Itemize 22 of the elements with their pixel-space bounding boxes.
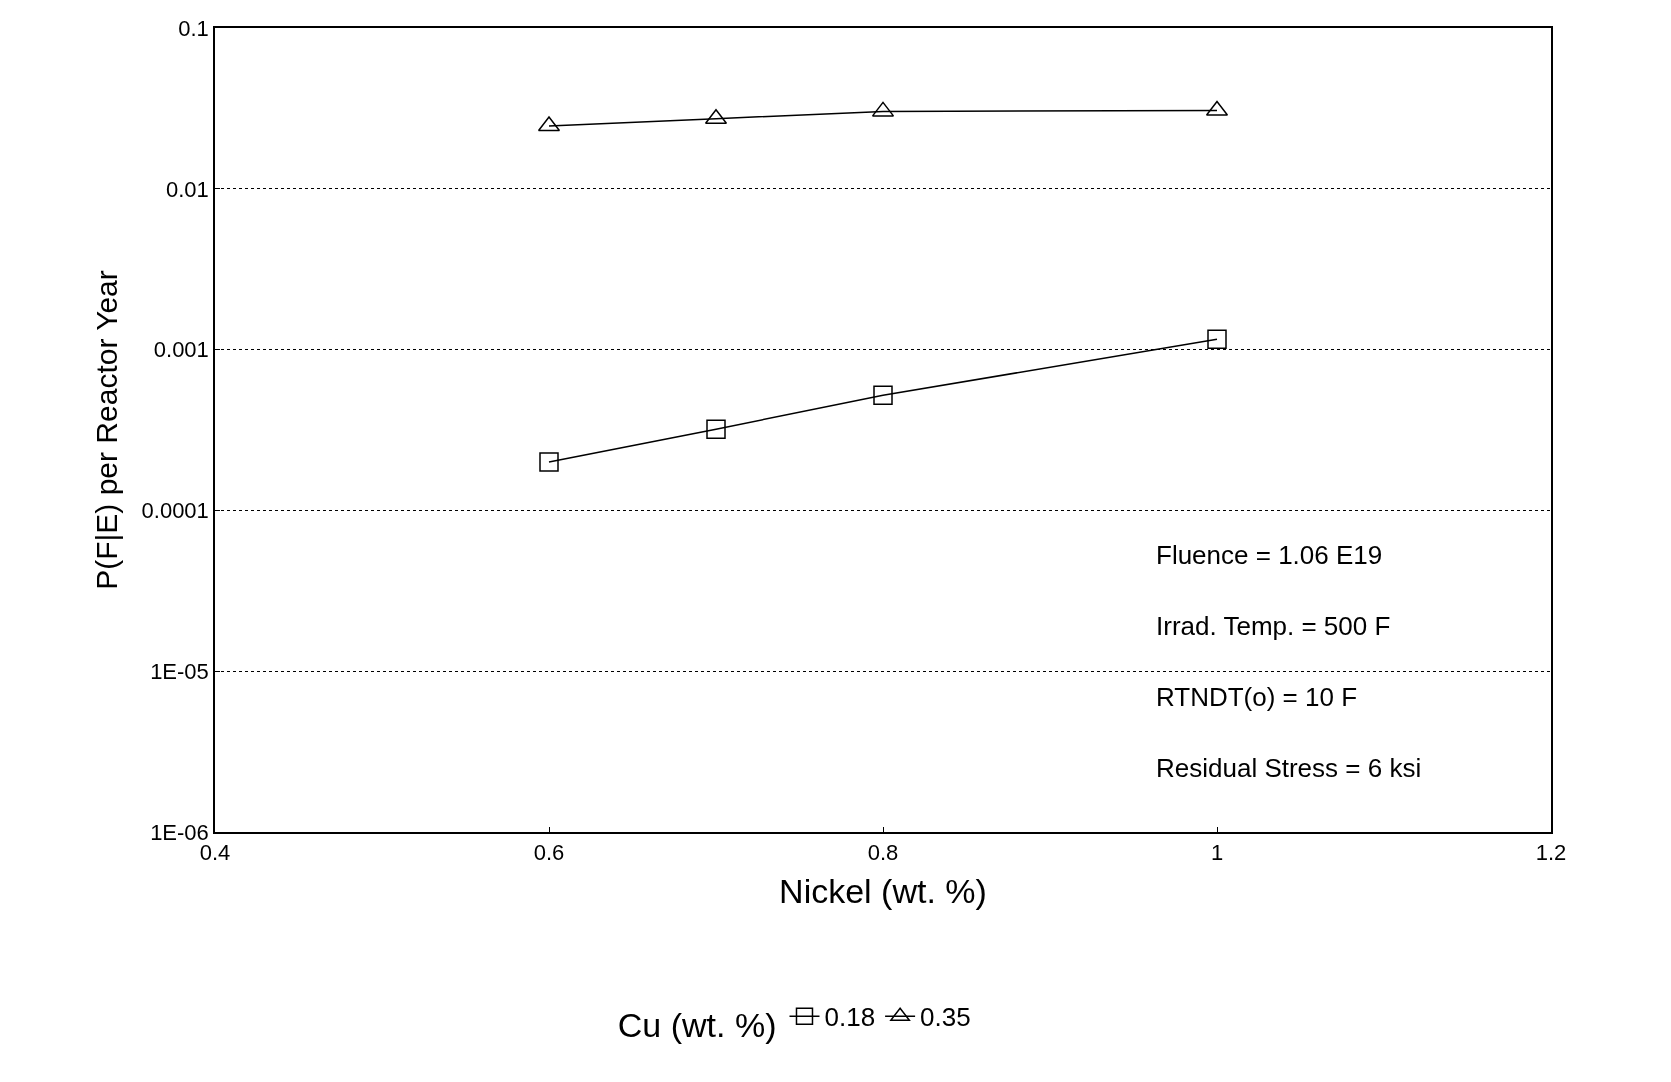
- point: [873, 385, 893, 406]
- x-axis-title: Nickel (wt. %): [779, 871, 987, 910]
- y-tick-label: 1E-05: [150, 658, 209, 684]
- x-tick-label: 1.2: [1535, 840, 1567, 866]
- point: [706, 419, 726, 439]
- y-tick-label: 0.1: [178, 15, 209, 41]
- x-tick-label: 0.6: [533, 840, 565, 866]
- legend-label: 0.18: [824, 1002, 876, 1033]
- legend-title: Cu (wt. %): [617, 1006, 777, 1044]
- y-tick-label: 0.001: [153, 337, 209, 363]
- x-tick-label: 0.8: [867, 840, 899, 866]
- annotation: Residual Stress = 6 ksi: [1156, 753, 1422, 783]
- annotation: RTNDT(o) = 10 F: [1156, 682, 1358, 712]
- annotation: Fluence = 1.06 E19: [1156, 540, 1383, 570]
- legend-label: 0.35: [920, 1002, 971, 1033]
- point: [539, 452, 559, 472]
- annotation: Irrad. Temp. = 500 F: [1156, 611, 1391, 641]
- y-axis-title: P(F|E) per Reactor Year: [90, 270, 124, 590]
- y-tick-label: 0.0001: [141, 498, 209, 524]
- x-tick-label: 1: [1210, 840, 1224, 866]
- y-tick-label: 0.01: [166, 176, 209, 202]
- point: [1207, 329, 1227, 349]
